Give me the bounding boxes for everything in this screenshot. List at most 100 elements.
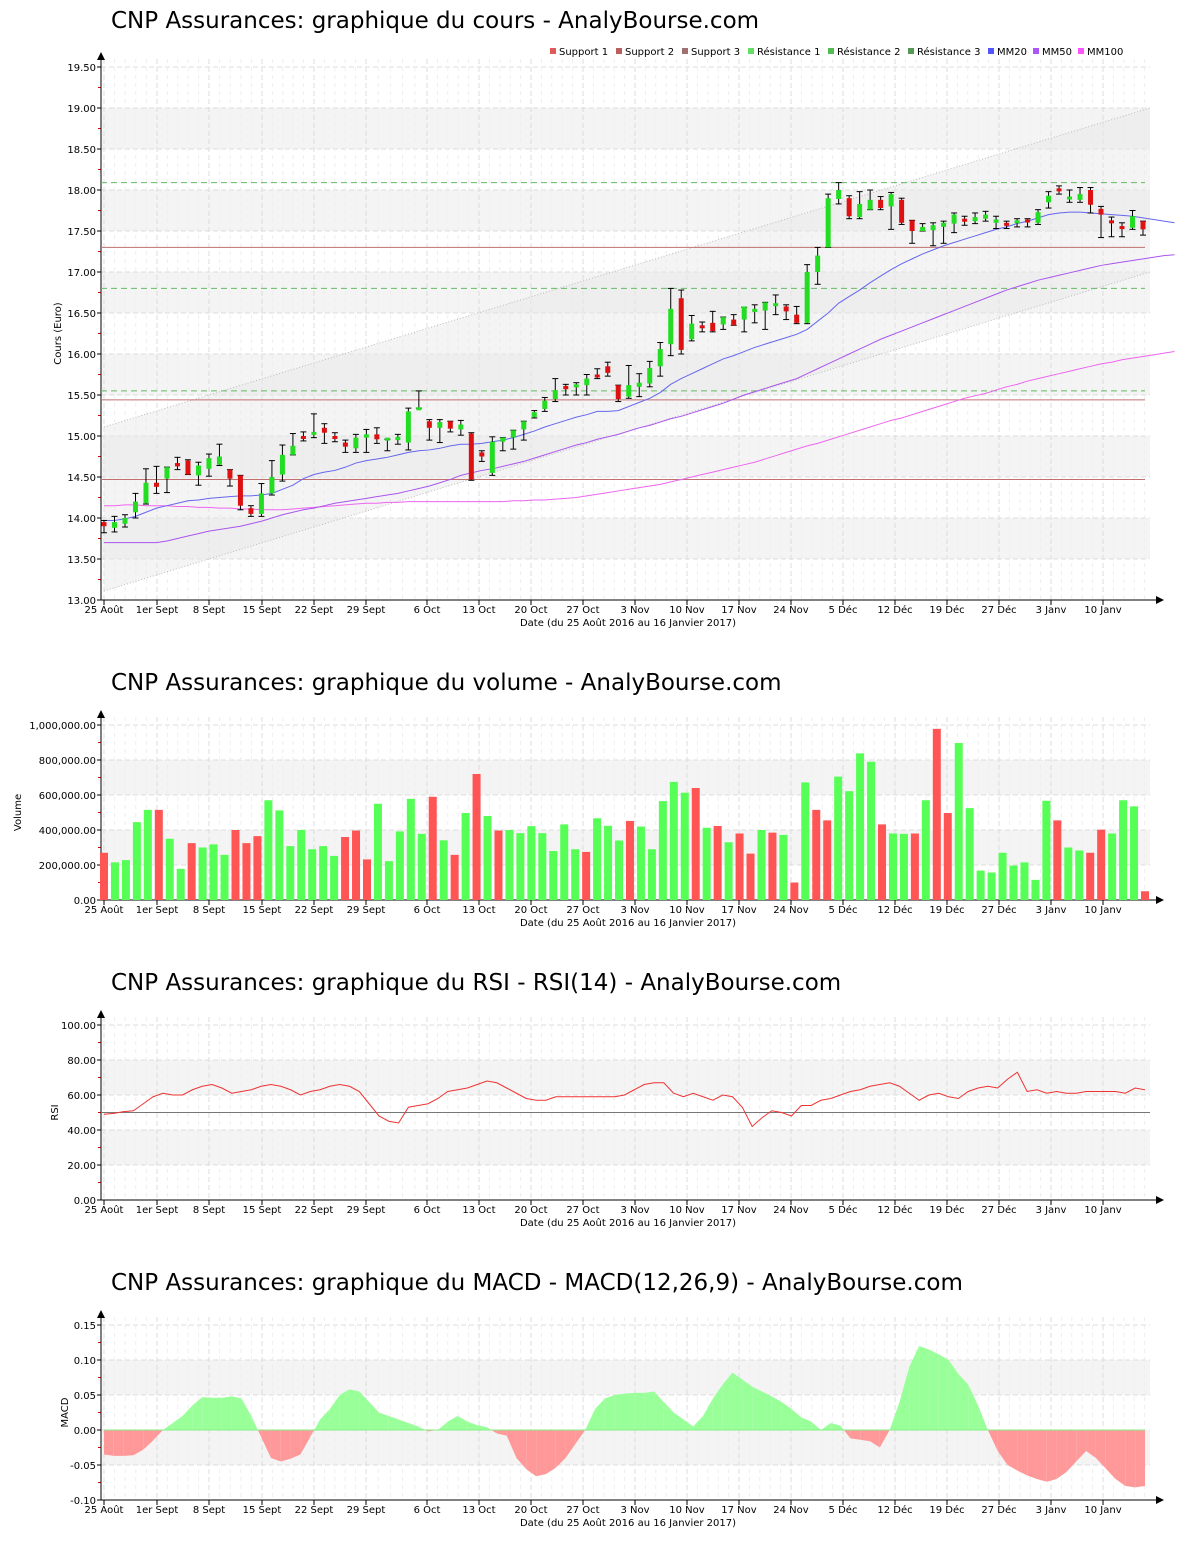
macd-area (987, 1430, 998, 1451)
candle-body (405, 411, 411, 443)
x-tick-label: 12 Déc (877, 904, 912, 916)
legend-label: MM50 (1042, 47, 1072, 58)
volume-bar (604, 825, 613, 900)
x-tick-label: 13 Oct (462, 1205, 495, 1216)
volume-bar (187, 843, 196, 900)
x-tick-label: 8 Sept (193, 1205, 225, 1216)
y-tick-label: 16.00 (67, 350, 96, 361)
macd-area (653, 1391, 664, 1430)
candle-body (647, 367, 653, 384)
volume-bar (417, 833, 426, 900)
x-tick-label: 20 Oct (514, 605, 547, 616)
x-tick-label: 3 Janv (1036, 905, 1067, 916)
volume-bar (965, 808, 974, 900)
candle-body (1046, 195, 1052, 203)
candle-body (122, 518, 128, 524)
volume-bar (1075, 850, 1084, 900)
x-axis-arrow-icon (1156, 896, 1164, 904)
x-tick-label: 10 Nov (669, 1205, 705, 1216)
volume-bar (757, 830, 766, 900)
mm20-line (104, 211, 1175, 521)
y-tick-label: 1,000,000.00 (29, 721, 96, 732)
legend-swatch-icon (748, 48, 754, 54)
macd-area (879, 1430, 890, 1448)
y-tick-label: 100.00 (61, 1021, 96, 1032)
macd-area (801, 1417, 812, 1430)
volume-bar (406, 798, 415, 900)
macd-area (595, 1398, 605, 1430)
candle-body (920, 226, 926, 231)
x-tick-label: 10 Nov (669, 905, 705, 916)
channel-upper-line (103, 107, 1151, 428)
volume-bar (373, 803, 382, 900)
x-tick-label: 10 Janv (1084, 1205, 1121, 1216)
macd-area (644, 1391, 654, 1430)
volume-bar (878, 824, 887, 900)
x-axis-arrow-icon (1156, 596, 1164, 604)
volume-bar (209, 844, 218, 900)
volume-bar (549, 851, 558, 900)
candle-body (531, 412, 537, 418)
volume-bar (1053, 820, 1062, 900)
rsi-line (103, 1071, 1146, 1128)
macd-area (791, 1409, 802, 1430)
x-tick-label: 22 Sept (295, 1205, 334, 1216)
macd-area (1135, 1430, 1145, 1488)
macd-area (1066, 1430, 1077, 1472)
candle-body (657, 349, 663, 367)
y-tick-label: 13.50 (67, 555, 96, 566)
volume-bar (724, 842, 733, 900)
macd-area (261, 1430, 271, 1458)
y-tick-label: 60.00 (67, 1091, 96, 1102)
volume-bar (527, 826, 536, 900)
volume-bar (1097, 829, 1106, 900)
macd-area (1036, 1430, 1047, 1482)
macd-area (251, 1416, 258, 1430)
volume-bar (932, 728, 941, 900)
y-axis-title: RSI (50, 1104, 61, 1120)
y-tick-label: 600,000.00 (39, 791, 96, 802)
volume-bar (636, 826, 645, 900)
volume-bar (198, 847, 207, 900)
legend-swatch-icon (550, 48, 556, 54)
macd-area (491, 1430, 497, 1434)
macd-area (212, 1397, 222, 1430)
macd-area (663, 1402, 674, 1430)
x-tick-label: 19 Déc (929, 1504, 964, 1516)
candle-body (185, 460, 191, 475)
x-tick-label: 1er Sept (136, 905, 179, 916)
candle-body (101, 522, 107, 527)
volume-bar (275, 810, 284, 900)
rsi-chart-title: CNP Assurances: graphique du RSI - RSI(1… (111, 970, 842, 996)
price-chart-title: CNP Assurances: graphique du cours - Ana… (111, 8, 760, 34)
candle-body (174, 463, 180, 467)
volume-bar (494, 830, 503, 900)
volume-bar (921, 800, 930, 900)
macd-area (1086, 1430, 1096, 1458)
macd-area (143, 1430, 154, 1450)
candle-body (888, 194, 894, 207)
volume-bar (560, 824, 569, 900)
macd-area (909, 1346, 920, 1430)
x-axis-arrow-icon (1156, 1496, 1164, 1504)
y-tick-label: 0.10 (74, 1356, 96, 1367)
x-tick-label: 6 Oct (414, 605, 441, 616)
volume-bar (669, 781, 678, 900)
candle-body (846, 198, 852, 217)
x-tick-label: 17 Nov (721, 1205, 757, 1216)
x-tick-label: 27 Oct (566, 1205, 599, 1216)
candle-body (269, 477, 275, 494)
legend-label: MM100 (1087, 47, 1123, 58)
y-axis-arrow-icon (97, 1310, 105, 1318)
volume-bar (998, 852, 1007, 900)
candle-body (300, 436, 306, 439)
macd-area (314, 1419, 321, 1430)
volume-bar (1064, 847, 1073, 900)
macd-area (604, 1395, 615, 1430)
candle-body (563, 385, 569, 390)
legend-label: Support 3 (691, 47, 740, 58)
macd-area (437, 1421, 448, 1430)
volume-bar (352, 830, 361, 900)
x-tick-label: 24 Nov (773, 905, 809, 916)
